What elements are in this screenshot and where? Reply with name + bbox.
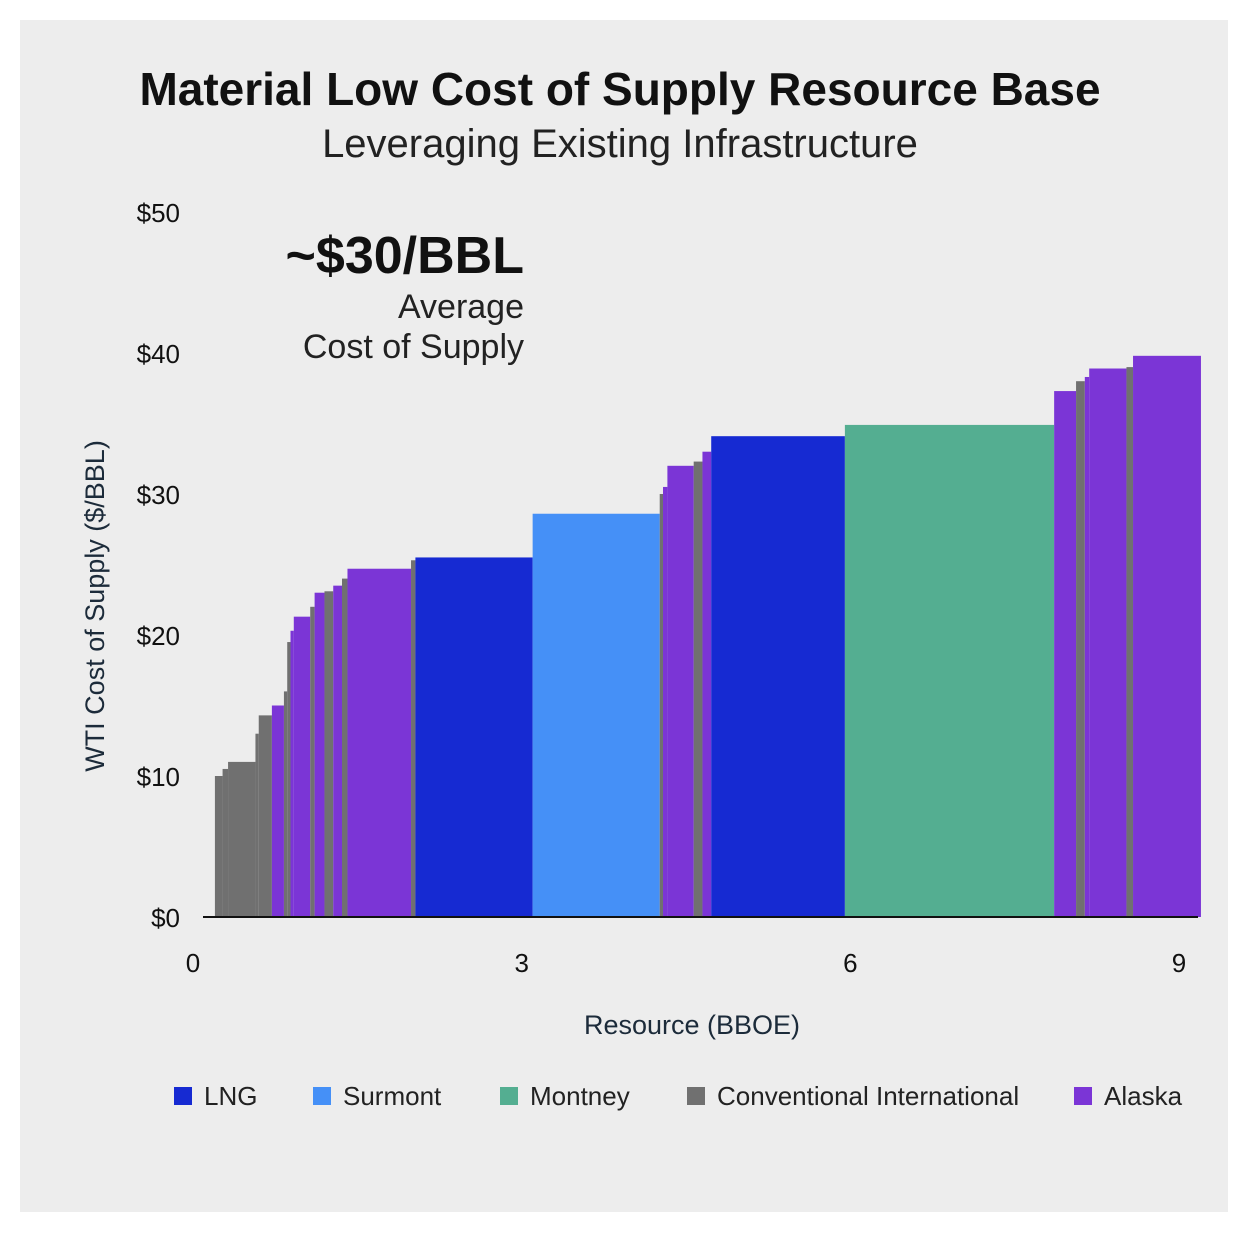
bar-conventional-international-16 <box>411 560 416 917</box>
bar-alaska-15 <box>347 568 412 917</box>
bar-alaska-13 <box>333 585 343 917</box>
bar-alaska-21 <box>667 465 694 917</box>
y-tick-label: $30 <box>137 480 180 510</box>
bar-conventional-international-1 <box>222 768 229 917</box>
bar-alaska-28 <box>1084 376 1090 918</box>
y-axis-ticks: $0 $10 $20 $30 $40 $50 <box>137 198 180 933</box>
bar-conventional-international-10 <box>310 606 315 917</box>
callout-value: ~$30/BBL <box>285 227 524 285</box>
bar-conventional-international-22 <box>693 461 703 917</box>
bar-alaska-26 <box>1054 391 1077 917</box>
x-tick-label: 0 <box>186 948 200 978</box>
bars-group <box>214 355 1201 918</box>
bar-alaska-8 <box>290 630 294 917</box>
bar-alaska-11 <box>314 592 325 917</box>
chart-subtitle: Leveraging Existing Infrastructure <box>322 122 918 166</box>
legend-swatch-surmont <box>313 1087 331 1105</box>
x-tick-label: 6 <box>843 948 857 978</box>
legend-label-conventional-international: Conventional International <box>717 1080 1020 1111</box>
legend-item-alaska: Alaska <box>1074 1078 1182 1114</box>
y-tick-label: $0 <box>151 903 180 933</box>
bar-alaska-23 <box>702 451 712 917</box>
bar-conventional-international-27 <box>1076 381 1085 917</box>
legend-swatch-alaska <box>1074 1087 1092 1105</box>
bar-alaska-29 <box>1089 368 1127 917</box>
legend-item-conventional-international: Conventional International <box>687 1078 1019 1114</box>
legend-swatch-lng <box>174 1087 192 1105</box>
bar-lng-24 <box>711 436 845 917</box>
callout-line1: Average <box>397 288 524 326</box>
callout-line2: Cost of Supply <box>302 328 524 366</box>
bar-montney-25 <box>844 424 1055 917</box>
bar-lng-17 <box>415 557 533 917</box>
bar-conventional-international-30 <box>1126 367 1134 918</box>
x-tick-label: 3 <box>514 948 528 978</box>
bar-surmont-18 <box>532 513 660 917</box>
y-axis-label: WTI Cost of Supply ($/BBL) <box>80 440 110 772</box>
bar-conventional-international-14 <box>342 578 348 917</box>
legend-label-lng: LNG <box>204 1080 258 1111</box>
bar-conventional-international-3 <box>255 733 259 917</box>
bar-alaska-5 <box>271 705 284 917</box>
bar-conventional-international-4 <box>258 715 272 917</box>
legend: LNG Surmont Montney Conventional Interna… <box>0 1078 1240 1118</box>
bar-conventional-international-12 <box>324 591 334 917</box>
legend-swatch-montney <box>500 1087 518 1105</box>
legend-swatch-conventional-international <box>687 1087 705 1105</box>
bar-alaska-9 <box>293 616 311 917</box>
x-axis-label: Resource (BBOE) <box>584 1010 800 1040</box>
legend-label-surmont: Surmont <box>343 1080 442 1111</box>
bar-conventional-international-6 <box>283 691 288 917</box>
bar-alaska-31 <box>1133 355 1201 917</box>
y-tick-label: $10 <box>137 762 180 792</box>
bar-conventional-international-19 <box>659 494 664 917</box>
legend-label-alaska: Alaska <box>1104 1080 1183 1111</box>
legend-item-surmont: Surmont <box>313 1078 441 1114</box>
chart-title: Material Low Cost of Supply Resource Bas… <box>139 63 1101 115</box>
bar-conventional-international-7 <box>287 642 291 917</box>
y-tick-label: $20 <box>137 621 180 651</box>
bar-conventional-international-0 <box>214 776 223 917</box>
legend-item-montney: Montney <box>500 1078 630 1114</box>
y-tick-label: $40 <box>137 339 180 369</box>
y-tick-label: $50 <box>137 198 180 228</box>
legend-item-lng: LNG <box>174 1078 257 1114</box>
bar-alaska-20 <box>663 486 668 917</box>
x-axis-ticks: 0 3 6 9 <box>186 948 1187 978</box>
bar-conventional-international-2 <box>228 761 256 917</box>
legend-label-montney: Montney <box>530 1080 630 1111</box>
x-tick-label: 9 <box>1172 948 1186 978</box>
